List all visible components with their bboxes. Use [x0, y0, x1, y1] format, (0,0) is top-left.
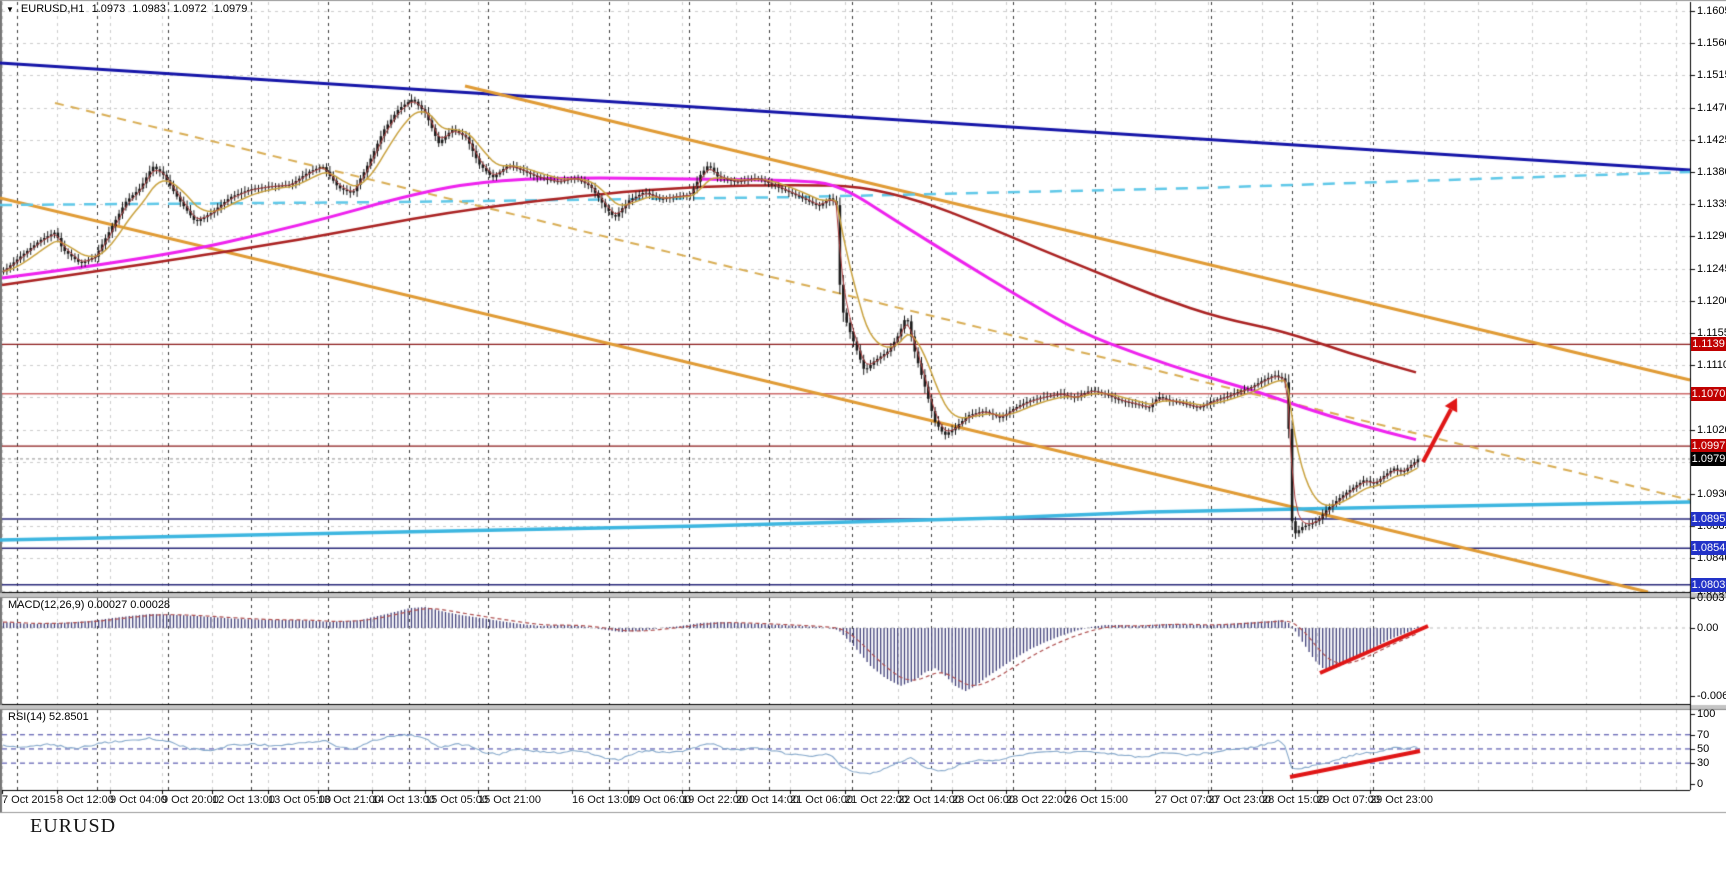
- time-axis-label: 14 Oct 13:00: [372, 794, 435, 806]
- price-tick-label: 1.1290: [1697, 230, 1726, 243]
- price-level-badge: 1.0854: [1691, 541, 1726, 556]
- macd-indicator-label: MACD(12,26,9) 0.00027 0.00028: [8, 599, 171, 611]
- price-tick-label: 1.0930: [1697, 487, 1726, 500]
- time-axis-label: 28 Oct 15:00: [1262, 794, 1325, 806]
- time-axis-label: 12 Oct 13:00: [212, 794, 275, 806]
- rsi-tick-label: 0: [1697, 778, 1704, 791]
- rsi-tick-label: 30: [1697, 757, 1710, 770]
- price-tick-label: 1.1380: [1697, 166, 1726, 178]
- time-axis-label: 23 Oct 06:00: [952, 794, 1015, 806]
- price-level-badge: 1.0895: [1691, 512, 1726, 527]
- price-tick-label: 1.1470: [1697, 101, 1726, 114]
- time-axis-label: 19 Oct 22:00: [682, 794, 745, 806]
- time-axis-label: 16 Oct 13:00: [572, 794, 635, 806]
- price-tick-label: 1.1200: [1697, 294, 1726, 307]
- symbol-period-label: EURUSD,H1: [20, 3, 85, 15]
- rsi-tick-label: 100: [1697, 707, 1716, 720]
- time-axis-label: 13 Oct 05:00: [268, 794, 331, 806]
- time-axis-label: 7 Oct 2015: [2, 794, 56, 806]
- price-level-badge: 1.1139: [1691, 337, 1726, 352]
- chevron-down-icon[interactable]: ▼: [6, 5, 14, 14]
- price-tick-label: 1.1560: [1697, 37, 1726, 50]
- price-tick-label: 1.1605: [1697, 5, 1726, 17]
- bar-open-value: 1.0973: [91, 3, 126, 15]
- price-tick-label: 1.1425: [1697, 133, 1726, 146]
- bar-high-value: 1.0983: [132, 3, 166, 15]
- time-axis-label: 8 Oct 12:00: [57, 794, 114, 806]
- time-axis-label: 27 Oct 23:00: [1208, 794, 1271, 806]
- time-axis-label: 27 Oct 07:00: [1155, 794, 1218, 806]
- price-tick-label: 1.1110: [1697, 359, 1726, 372]
- rsi-indicator-label: RSI(14) 52.8501: [8, 711, 89, 723]
- price-level-badge: 1.1070: [1691, 386, 1726, 401]
- price-tick-label: 1.1245: [1697, 262, 1726, 275]
- macd-tick-label: 0.00: [1697, 622, 1719, 634]
- bar-low-value: 1.0972: [173, 3, 207, 15]
- time-axis-label: 21 Oct 22:00: [845, 794, 908, 806]
- time-axis-label: 13 Oct 21:00: [318, 794, 381, 806]
- price-tick-label: 1.1020: [1697, 423, 1726, 436]
- price-level-badge: 1.0997: [1691, 439, 1726, 454]
- bar-close-value: 1.0979: [213, 3, 248, 15]
- time-axis-label: 20 Oct 14:00: [736, 794, 799, 806]
- time-axis-label: 29 Oct 07:00: [1317, 794, 1380, 806]
- time-axis-label: 26 Oct 15:00: [1065, 794, 1128, 806]
- price-tick-label: 1.0840: [1697, 552, 1726, 565]
- macd-tick-label: 0.003: [1697, 592, 1725, 604]
- time-axis-label: 15 Oct 21:00: [478, 794, 541, 806]
- time-axis-label: 29 Oct 23:00: [1370, 794, 1433, 806]
- time-axis-label: 22 Oct 14:00: [898, 794, 961, 806]
- bottom-symbol-label: EURUSD: [30, 815, 117, 837]
- rsi-tick-label: 50: [1697, 742, 1710, 755]
- price-tick-label: 1.1335: [1697, 198, 1726, 211]
- rsi-tick-label: 70: [1697, 728, 1710, 741]
- price-tick-label: 1.1515: [1697, 69, 1726, 82]
- macd-tick-label: -0.00681: [1697, 690, 1726, 703]
- time-axis-label: 23 Oct 22:00: [1006, 794, 1069, 806]
- price-tick-label: 1.1155: [1697, 326, 1726, 339]
- price-level-badge: 1.0803: [1691, 577, 1726, 592]
- time-axis-label: 15 Oct 05:00: [425, 794, 488, 806]
- price-level-badge: 1.0979: [1691, 451, 1726, 466]
- time-axis-label: 19 Oct 06:00: [628, 794, 691, 806]
- time-axis-label: 9 Oct 20:00: [162, 794, 219, 806]
- chart-header: ▼ EURUSD,H1 1.0973 1.0983 1.0972 1.0979: [6, 3, 251, 15]
- time-axis-label: 9 Oct 04:00: [110, 794, 167, 806]
- time-axis-label: 21 Oct 06:00: [790, 794, 853, 806]
